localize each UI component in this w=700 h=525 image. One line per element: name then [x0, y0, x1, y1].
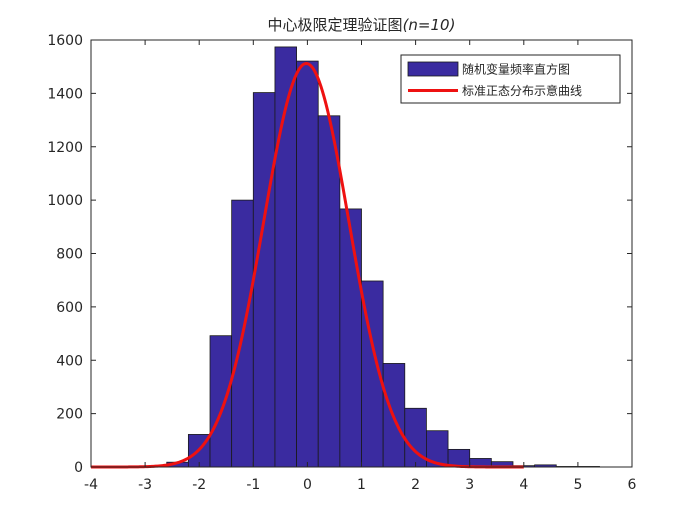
y-tick-label: 800: [56, 247, 83, 263]
x-tick-label: -1: [246, 477, 260, 493]
x-tick-label: 5: [573, 477, 582, 493]
y-tick-label: 600: [56, 300, 83, 316]
x-tick-label: 0: [303, 477, 312, 493]
x-tick-label: 3: [465, 477, 474, 493]
y-tick-label: 1400: [47, 86, 83, 102]
chart-title: 中心极限定理验证图: [268, 16, 403, 34]
x-tick-label: 4: [519, 477, 528, 493]
plot-area: -4 -3 -2 -1 0 1 2 3 4 5 6 0 200 400 600 800 1000 1200 1400…: [47, 33, 636, 493]
y-tick-label: 0: [74, 460, 83, 476]
x-tick-label: 6: [628, 477, 637, 493]
x-tick-label: -3: [138, 477, 152, 493]
histogram-bar: [317, 115, 341, 468]
x-tick-label: 1: [357, 477, 366, 493]
y-tick-label: 1600: [47, 33, 83, 49]
histogram-bar: [209, 335, 233, 468]
y-tick-label: 1200: [47, 140, 83, 156]
legend: 随机变量频率直方图 标准正态分布示意曲线: [400, 54, 621, 104]
x-tick-label: 2: [411, 477, 420, 493]
histogram-bar: [252, 92, 276, 468]
axis-ticks: -4 -3 -2 -1 0 1 2 3 4 5 6 0 200 400 600 800 1000 1200 1400…: [47, 33, 636, 493]
histogram-bar: [339, 208, 362, 468]
y-tick-label: 1000: [47, 193, 83, 209]
legend-label-curve: 标准正态分布示意曲线: [462, 83, 582, 98]
chart-title-group: 中心极限定理验证图 (n=10): [268, 16, 456, 34]
y-tick-label: 400: [56, 353, 83, 369]
chart-title-suffix: (n=10): [403, 16, 456, 34]
histogram-bar: [296, 60, 319, 468]
x-tick-label: -4: [84, 477, 98, 493]
legend-label-histogram: 随机变量频率直方图: [462, 62, 570, 77]
x-tick-label: -2: [192, 477, 206, 493]
normal-curve-line: [90, 61, 524, 469]
y-tick-label: 200: [56, 407, 83, 423]
legend-swatch-histogram: [407, 61, 459, 77]
